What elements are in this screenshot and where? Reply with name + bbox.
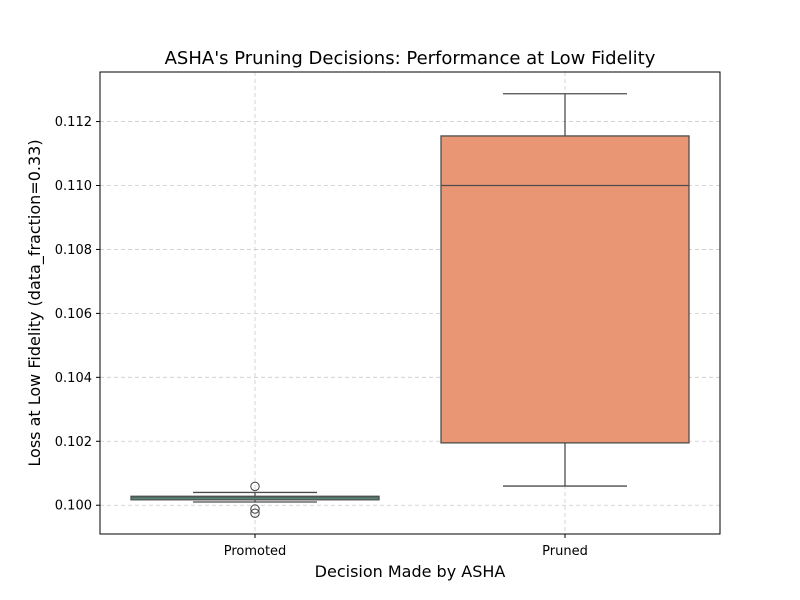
boxes-layer	[130, 93, 690, 518]
x-axis-label: Decision Made by ASHA	[315, 562, 506, 581]
y-axis-label: Loss at Low Fidelity (data_fraction=0.33…	[25, 139, 45, 466]
y-tick-label: 0.102	[55, 435, 92, 450]
outlier-point	[250, 508, 260, 518]
y-tick-label: 0.110	[55, 179, 92, 194]
plot-area-frame	[99, 71, 721, 535]
chart-title: ASHA's Pruning Decisions: Performance at…	[165, 48, 656, 69]
box-pruned	[440, 93, 690, 487]
x-tick-label: Pruned	[542, 544, 588, 559]
x-tick-label: Promoted	[224, 544, 287, 559]
y-tick-label: 0.106	[55, 307, 92, 322]
y-tick-label: 0.104	[55, 371, 92, 386]
outlier-point	[250, 481, 260, 492]
ticks-layer: 0.100 0.102 0.104 0.106 0.108 0.110 0.112 Promo…	[55, 115, 588, 559]
outlier-point	[250, 504, 260, 514]
box-iqr	[440, 135, 690, 444]
y-tick-label: 0.100	[55, 499, 92, 514]
y-tick-label: 0.108	[55, 243, 92, 258]
box-promoted	[130, 481, 380, 518]
y-tick-label: 0.112	[55, 115, 92, 130]
